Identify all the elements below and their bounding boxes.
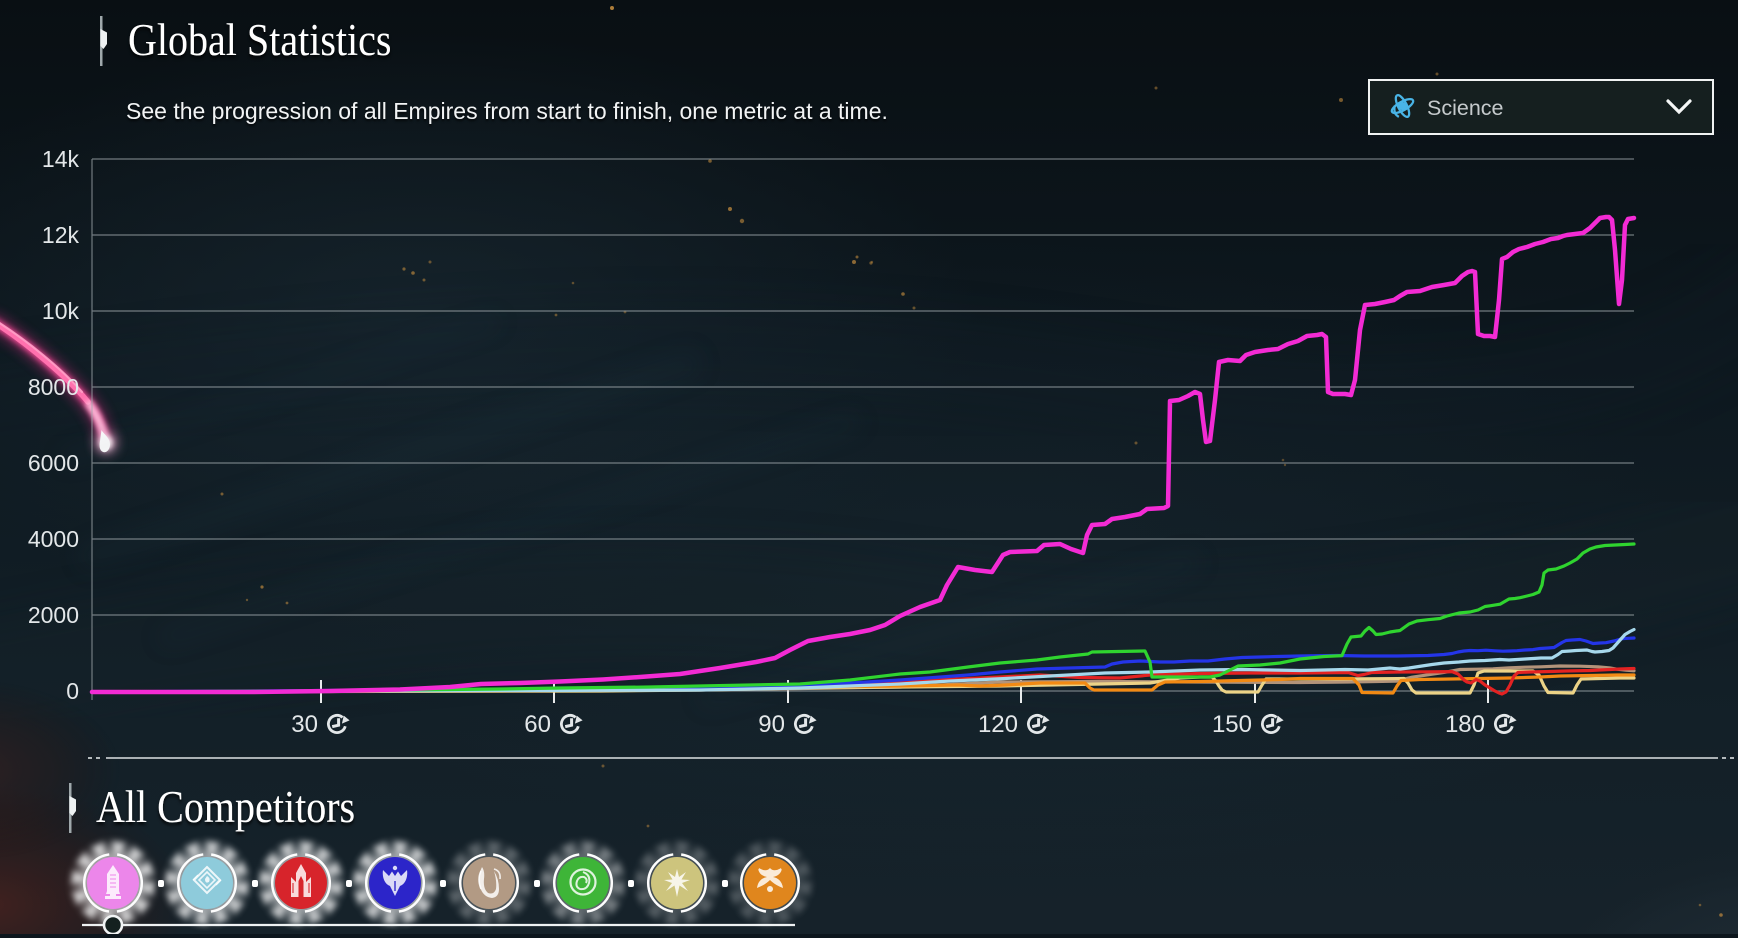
- svg-text:120: 120: [978, 711, 1018, 738]
- svg-text:90: 90: [758, 711, 785, 738]
- svg-text:60: 60: [524, 711, 551, 738]
- svg-text:12k: 12k: [42, 222, 80, 248]
- svg-text:All Competitors: All Competitors: [96, 783, 355, 833]
- svg-text:14k: 14k: [42, 146, 80, 172]
- svg-text:150: 150: [1212, 711, 1252, 738]
- svg-text:30: 30: [291, 711, 318, 738]
- svg-text:180: 180: [1445, 711, 1485, 738]
- svg-text:8000: 8000: [28, 374, 79, 400]
- svg-text:10k: 10k: [42, 298, 80, 324]
- svg-text:Global Statistics: Global Statistics: [128, 16, 392, 66]
- svg-text:4000: 4000: [28, 526, 79, 552]
- svg-text:2000: 2000: [28, 602, 79, 628]
- svg-text:0: 0: [66, 678, 79, 704]
- svg-text:6000: 6000: [28, 450, 79, 476]
